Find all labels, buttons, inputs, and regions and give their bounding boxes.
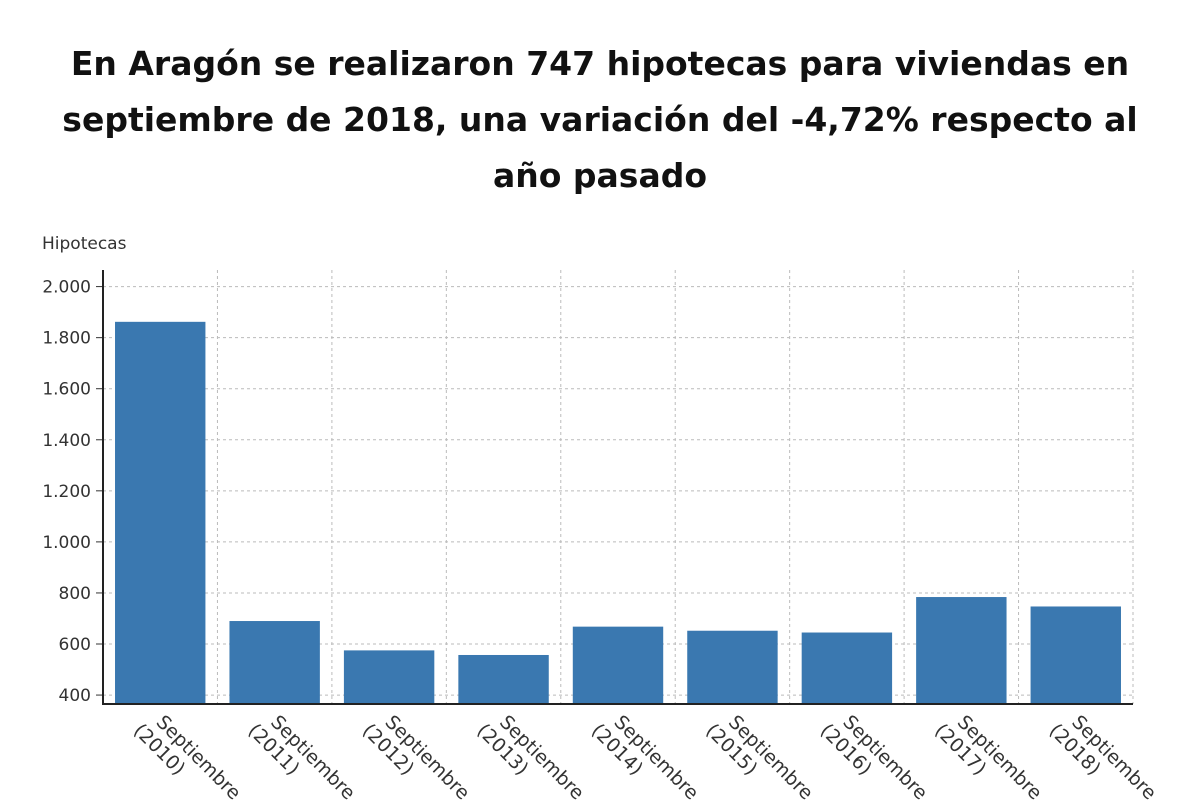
y-tick-label: 800: [59, 584, 91, 604]
bar-2016: [801, 632, 893, 704]
bar-2017: [916, 597, 1007, 704]
y-tick-label: 1.000: [42, 533, 91, 553]
axis-layer: [96, 270, 1133, 705]
x-tick-label: Septiembre(2016): [816, 704, 932, 808]
bar-layer: [115, 321, 1121, 704]
x-tick-label: Septiembre(2015): [701, 704, 817, 808]
y-tick-label: 1.400: [42, 431, 91, 451]
bar-2013: [458, 654, 549, 704]
x-tick-label: Septiembre(2011): [244, 704, 360, 808]
y-tick-label: 400: [59, 686, 91, 706]
y-tick-label: 600: [59, 635, 91, 655]
bar-2018: [1030, 606, 1121, 704]
bar-2011: [229, 621, 320, 704]
bar-2010: [115, 321, 206, 704]
x-tick-label: Septiembre(2012): [358, 704, 474, 808]
bar-2014: [572, 626, 664, 704]
x-tick-label: Septiembre(2014): [587, 704, 703, 808]
x-tick-label: Septiembre(2018): [1045, 704, 1161, 808]
x-tick-labels: Septiembre(2010) Septiembre(2011) Septiemb…: [129, 704, 1161, 808]
chart-title: En Aragón se realizaron 747 hipotecas pa…: [62, 44, 1138, 195]
y-tick-labels: 400 600 800 1.000 1.200 1.400 1.600 1.800 2.000: [42, 278, 91, 706]
x-tick-label: Septiembre(2013): [472, 704, 588, 808]
bar-2015: [687, 630, 778, 704]
y-axis-label: Hipotecas: [42, 234, 127, 254]
y-tick-label: 1.800: [42, 329, 91, 349]
x-tick-label: Septiembre(2010): [129, 704, 245, 808]
y-tick-label: 2.000: [42, 278, 91, 298]
y-tick-label: 1.600: [42, 380, 91, 400]
bar-2012: [343, 650, 435, 704]
x-tick-label: Septiembre(2017): [930, 704, 1046, 808]
y-tick-label: 1.200: [42, 482, 91, 502]
grid-layer: [103, 270, 1134, 704]
